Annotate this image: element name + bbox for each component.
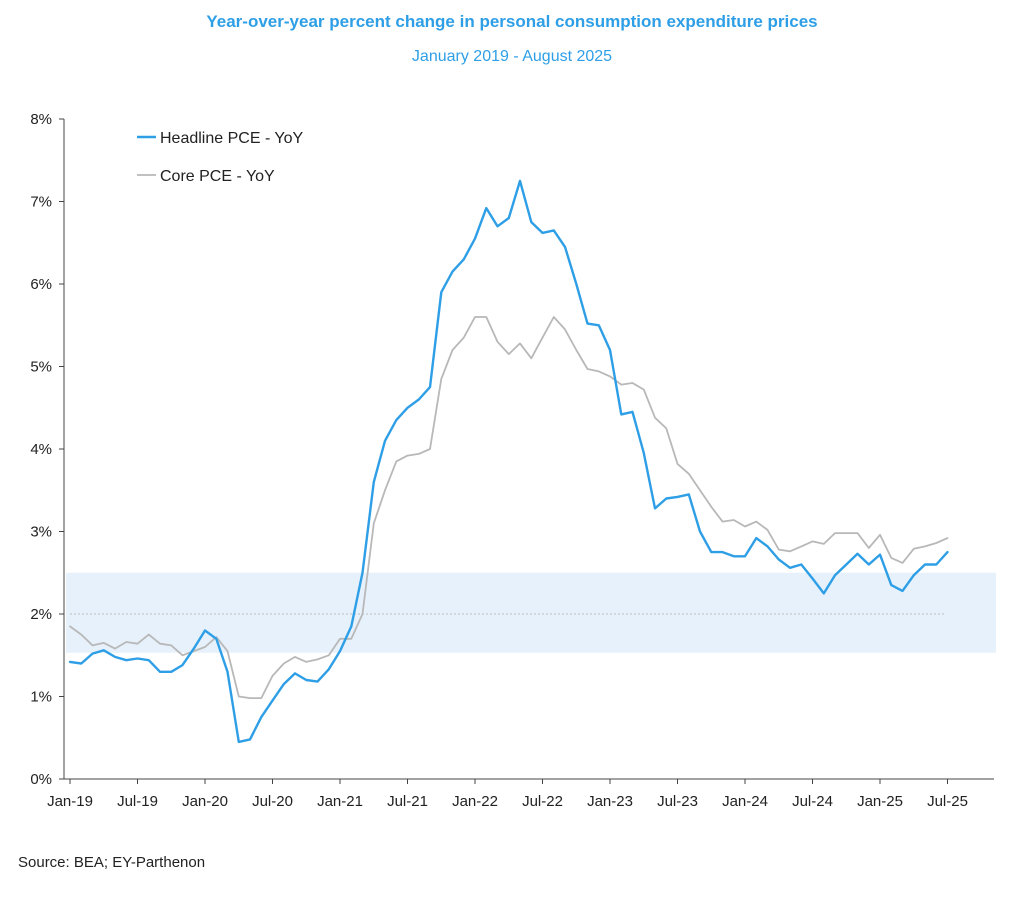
y-tick-label: 1%: [30, 689, 52, 706]
x-ticks: Jan-19 Jul-19 Jan-20 Jul-20 Jan-21 Jul-21 Jan-…: [47, 779, 968, 810]
headline-pce-line: [68, 179, 949, 744]
x-tick-label: Jul-24: [792, 793, 833, 810]
y-tick-label: 4%: [30, 441, 52, 458]
x-tick-label: Jan-25: [857, 793, 903, 810]
x-tick-label: Jan-20: [182, 793, 228, 810]
y-tick-label: 8%: [30, 111, 52, 128]
core-pce-line: [69, 316, 949, 699]
x-tick-label: Jul-25: [927, 793, 968, 810]
x-tick-label: Jul-21: [387, 793, 428, 810]
y-tick-label: 5%: [30, 359, 52, 376]
legend-label-core: Core PCE - YoY: [160, 168, 275, 185]
y-tick-label: 7%: [30, 194, 52, 211]
x-tick-label: Jan-22: [452, 793, 498, 810]
x-tick-label: Jul-22: [522, 793, 563, 810]
chart-subtitle: January 2019 - August 2025: [411, 48, 613, 65]
y-tick-label: 0%: [30, 771, 52, 788]
legend-label-headline: Headline PCE - YoY: [160, 130, 304, 147]
y-ticks: 0% 1% 2% 3% 4% 5% 6% 7% 8%: [30, 111, 64, 788]
x-tick-label: Jul-19: [117, 793, 158, 810]
x-tick-label: Jan-21: [317, 793, 363, 810]
series-lines: [68, 179, 949, 744]
source-note: Source: BEA; EY-Parthenon: [18, 854, 206, 871]
y-tick-label: 3%: [30, 524, 52, 541]
chart-title: Year-over-year percent change in persona…: [206, 12, 818, 31]
x-tick-label: Jan-23: [587, 793, 633, 810]
x-tick-label: Jul-23: [657, 793, 698, 810]
x-tick-label: Jul-20: [252, 793, 293, 810]
target-band: [66, 572, 996, 653]
x-tick-label: Jan-19: [47, 793, 93, 810]
legend: Headline PCE - YoY Core PCE - YoY: [137, 130, 304, 185]
x-tick-label: Jan-24: [722, 793, 768, 810]
y-tick-label: 2%: [30, 606, 52, 623]
y-tick-label: 6%: [30, 276, 52, 293]
